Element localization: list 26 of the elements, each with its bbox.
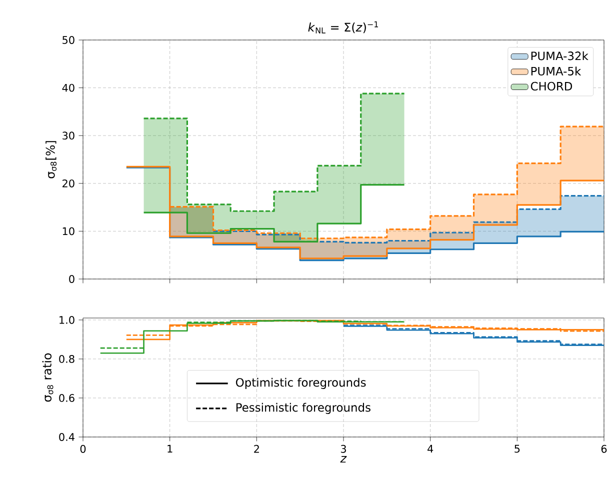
x-tick-label: 2 <box>254 444 259 453</box>
y-tick-label: 0.6 <box>59 394 74 402</box>
x-axis-title: z <box>340 456 347 463</box>
y-tick-label: 0.8 <box>59 355 74 363</box>
annotation: Pessimistic foregrounds <box>236 402 370 414</box>
y-axis-title: σ$_{σ8}$ ratio <box>42 353 54 402</box>
y-tick-label: 0.4 <box>59 433 74 441</box>
x-tick-label: 0 <box>80 444 86 453</box>
chart-title: k$_{NL}$ = Σ(z)$^{−1}$ <box>308 21 378 34</box>
x-tick-label: 4 <box>428 444 434 453</box>
y-tick-label: 20 <box>62 179 74 188</box>
y-tick-label: 0 <box>69 275 74 283</box>
x-tick-label: 3 <box>340 444 346 453</box>
y-tick-label: 40 <box>62 84 74 92</box>
y-tick-label: 1.0 <box>60 316 74 324</box>
x-tick-label: 5 <box>514 444 520 453</box>
y-axis-title: σ$_{σ8}$[%] <box>46 141 57 178</box>
legend-label: PUMA-32k <box>531 51 588 60</box>
legend-label: CHORD <box>530 82 572 91</box>
x-tick-label: 6 <box>601 444 607 453</box>
annotation: Optimistic foregrounds <box>236 378 366 389</box>
x-tick-label: 1 <box>168 444 172 453</box>
y-tick-label: 30 <box>62 132 74 140</box>
legend-label: PUMA-5k <box>531 66 582 76</box>
y-tick-label: 50 <box>62 36 74 44</box>
y-tick-label: 10 <box>62 227 74 236</box>
